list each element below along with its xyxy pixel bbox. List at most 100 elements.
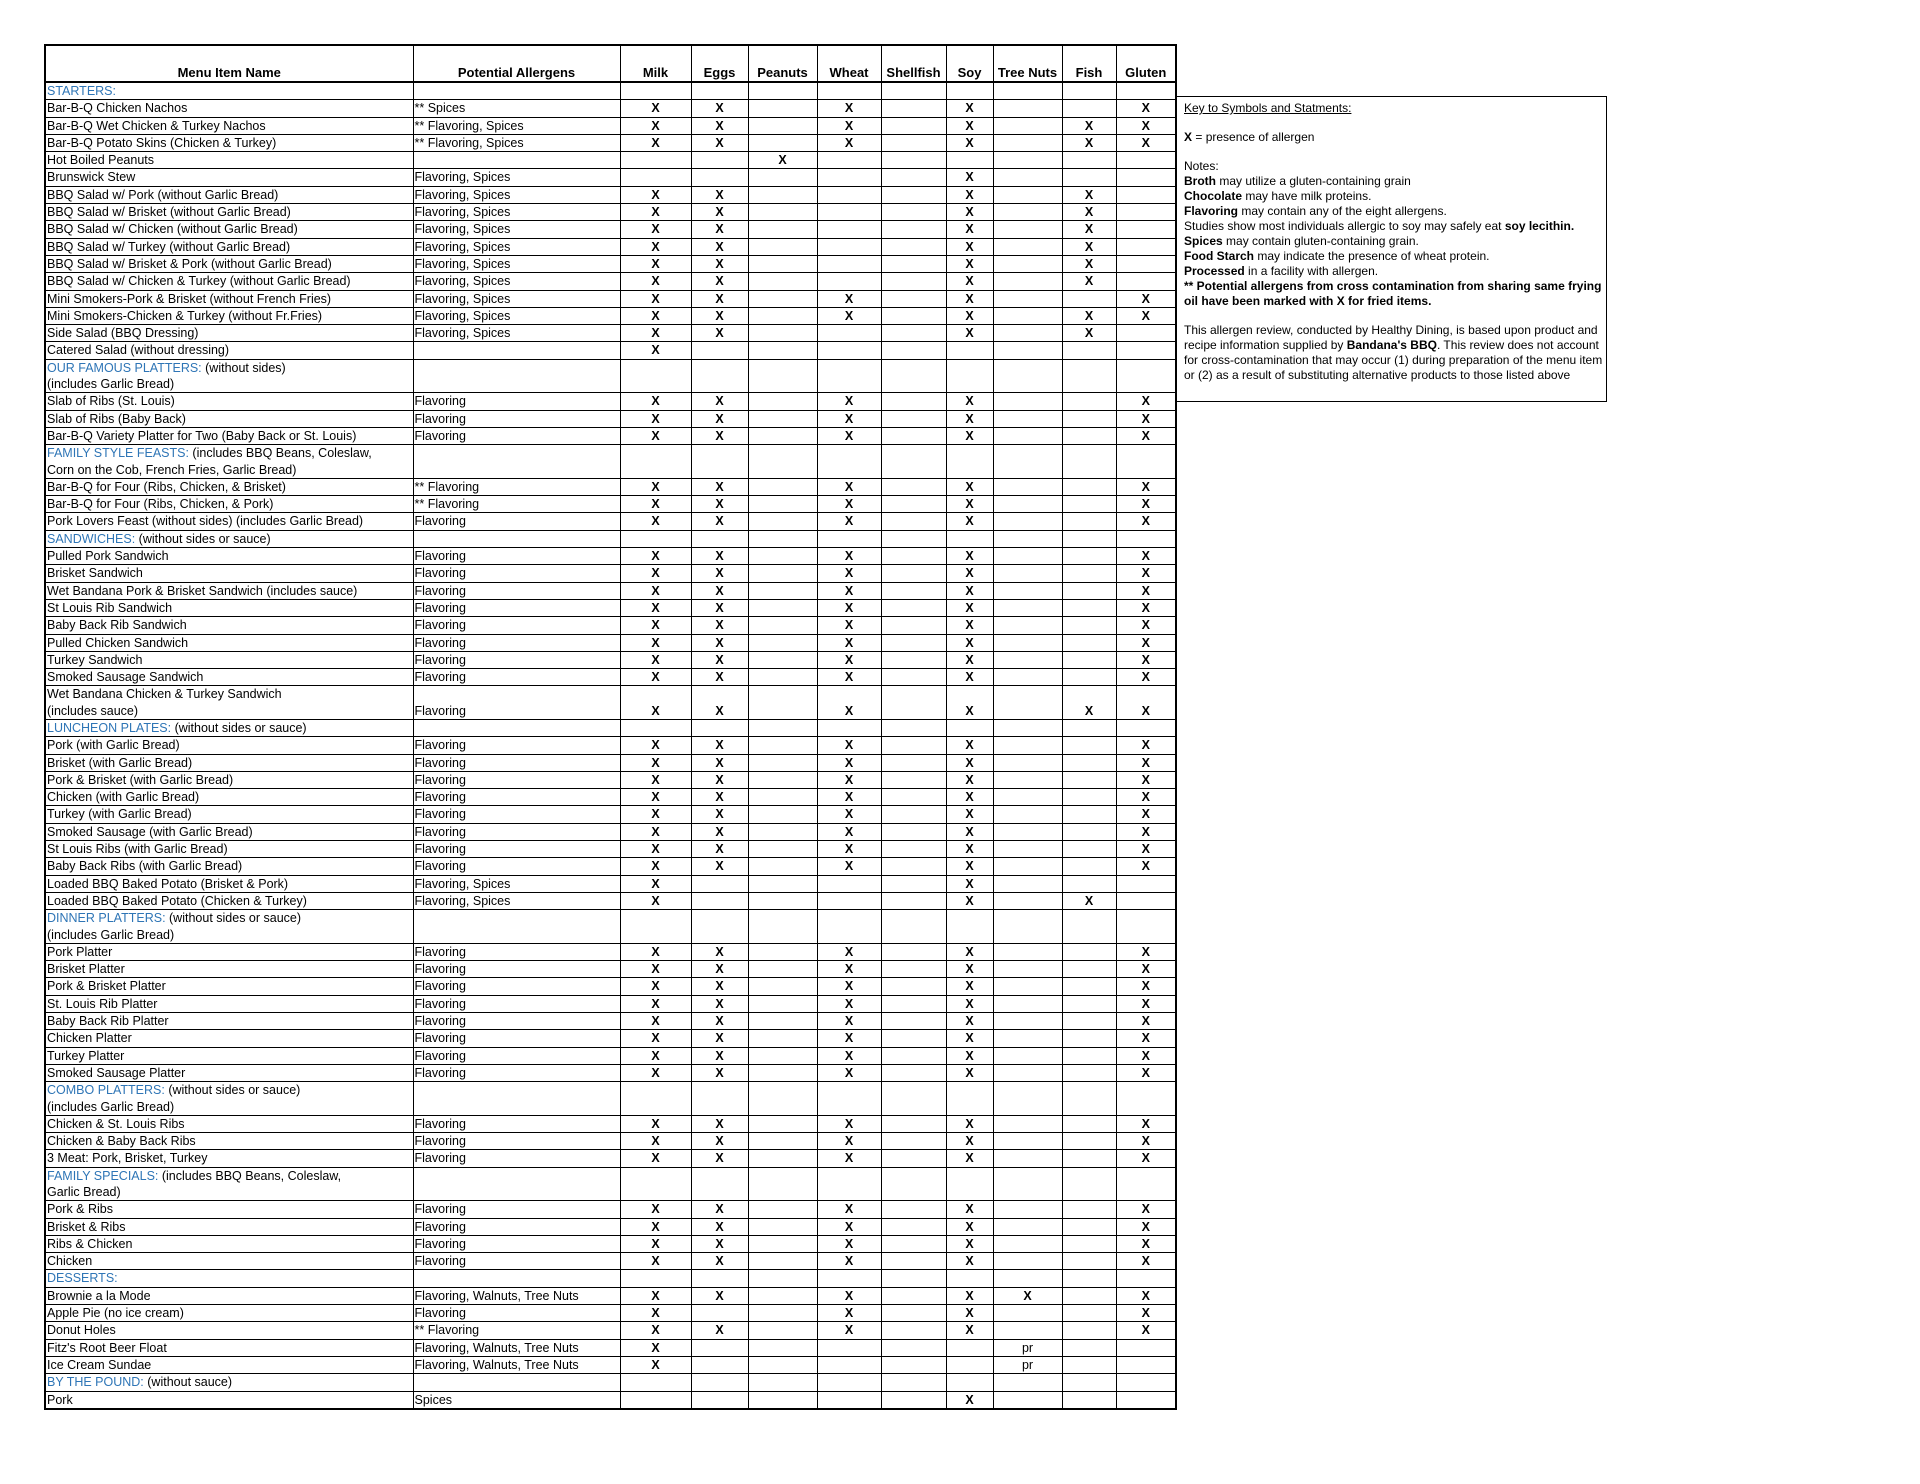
section-row: FAMILY SPECIALS: (includes BBQ Beans, Co… <box>44 1166 1176 1201</box>
menu-item-name: Brisket Sandwich <box>44 564 413 583</box>
allergen-mark-wheat: X <box>816 1304 881 1322</box>
allergen-mark-eggs: X <box>690 650 748 669</box>
allergen-mark-fish <box>1061 1149 1116 1168</box>
potential-allergens: Flavoring, Spices <box>412 168 620 187</box>
allergen-mark-wheat: X <box>816 668 881 686</box>
allergen-mark-wheat: X <box>816 598 881 617</box>
section-title: FAMILY SPECIALS: <box>47 1168 159 1183</box>
allergen-mark-tree-nuts <box>992 874 1062 893</box>
allergen-mark-fish <box>1061 788 1116 806</box>
potential-allergens: Flavoring <box>412 564 620 583</box>
allergen-mark-fish: X <box>1061 254 1116 273</box>
note-term: soy lecithin. <box>1504 219 1575 233</box>
empty-cell <box>747 81 817 100</box>
empty-cell <box>619 1269 691 1288</box>
menu-item-name: BBQ Salad w/ Turkey (without Garlic Brea… <box>44 237 413 256</box>
allergen-mark-eggs: X <box>690 220 748 239</box>
allergen-mark-peanuts <box>747 857 817 876</box>
allergen-mark-milk: X <box>619 840 691 858</box>
allergen-mark-tree-nuts: X <box>992 1286 1062 1305</box>
allergen-mark-shellfish <box>880 598 946 617</box>
allergen-mark-shellfish <box>880 1063 946 1082</box>
empty-cell <box>1061 81 1116 100</box>
allergen-mark-eggs: X <box>690 1149 748 1168</box>
empty-cell <box>690 1166 748 1201</box>
allergen-mark-peanuts <box>747 1217 817 1236</box>
allergen-mark-eggs: X <box>690 616 748 634</box>
allergen-mark-eggs: X <box>690 1234 748 1253</box>
potential-allergens: ** Flavoring <box>412 1321 620 1340</box>
allergen-mark-fish <box>1061 857 1116 876</box>
potential-allergens: Flavoring <box>412 960 620 978</box>
allergen-mark-gluten: X <box>1115 788 1176 806</box>
empty-cell <box>945 444 993 479</box>
section-row: COMBO PLATTERS: (without sides or sauce)… <box>44 1081 1176 1116</box>
allergen-mark-wheat <box>816 151 881 169</box>
section-title: DINNER PLATTERS: <box>47 911 166 926</box>
allergen-mark-tree-nuts <box>992 512 1062 531</box>
table-row: St Louis Ribs (with Garlic Bread) Flavori… <box>44 840 1176 858</box>
allergen-mark-fish <box>1061 1063 1116 1082</box>
allergen-mark-fish <box>1061 1338 1116 1357</box>
allergen-mark-tree-nuts <box>992 581 1062 600</box>
allergen-mark-soy: X <box>945 547 993 565</box>
allergen-mark-wheat: X <box>816 1029 881 1048</box>
table-row: Baby Back Ribs (with Garlic Bread) Flavor… <box>44 857 1176 876</box>
menu-item-name: Chicken & St. Louis Ribs <box>44 1114 413 1133</box>
menu-item-name: Pulled Chicken Sandwich <box>44 633 413 652</box>
allergen-mark-eggs: X <box>690 1286 748 1305</box>
allergen-mark-peanuts <box>747 874 817 893</box>
allergen-mark-milk: X <box>619 650 691 669</box>
empty-cell <box>1115 718 1176 737</box>
empty-cell <box>690 1269 748 1288</box>
menu-item-name: Pork <box>44 1390 413 1409</box>
allergen-mark-peanuts <box>747 685 817 720</box>
allergen-mark-wheat: X <box>816 1046 881 1065</box>
menu-item-name: Smoked Sausage Sandwich <box>44 668 413 686</box>
column-header: Tree Nuts <box>992 45 1062 83</box>
allergen-mark-tree-nuts <box>992 994 1062 1013</box>
allergen-mark-peanuts <box>747 477 817 496</box>
empty-cell <box>747 529 817 548</box>
table-row: Chicken & Baby Back Ribs Flavoring X X X X X <box>44 1132 1176 1150</box>
empty-cell <box>690 81 748 100</box>
allergen-mark-milk: X <box>619 133 691 152</box>
allergen-mark-shellfish <box>880 341 946 360</box>
table-row: Brownie a la Mode Flavoring, Walnuts, Tre… <box>44 1286 1176 1305</box>
allergen-mark-fish: X <box>1061 220 1116 239</box>
allergen-mark-gluten: X <box>1115 616 1176 634</box>
allergen-mark-shellfish <box>880 1321 946 1340</box>
allergen-mark-soy: X <box>945 616 993 634</box>
allergen-mark-soy: X <box>945 805 993 824</box>
column-header: Milk <box>619 45 691 83</box>
allergen-mark-tree-nuts <box>992 220 1062 239</box>
allergen-mark-milk <box>619 151 691 169</box>
column-header: Menu Item Name <box>44 45 413 83</box>
allergen-mark-eggs: X <box>690 994 748 1013</box>
section-row: STARTERS: <box>44 81 1176 100</box>
allergen-mark-tree-nuts: pr <box>992 1338 1062 1357</box>
allergen-mark-tree-nuts <box>992 324 1062 342</box>
allergen-mark-eggs: X <box>690 1321 748 1340</box>
allergen-mark-peanuts <box>747 341 817 360</box>
allergen-mark-soy: X <box>945 822 993 841</box>
allergen-mark-peanuts <box>747 1132 817 1150</box>
menu-item-name: Turkey Platter <box>44 1046 413 1065</box>
allergen-mark-soy: X <box>945 116 993 135</box>
allergen-mark-shellfish <box>880 977 946 996</box>
allergen-mark-fish <box>1061 289 1116 308</box>
allergen-mark-eggs: X <box>690 960 748 978</box>
allergen-mark-tree-nuts <box>992 564 1062 583</box>
allergen-mark-tree-nuts <box>992 1390 1062 1409</box>
empty-cell <box>816 1373 881 1392</box>
empty-cell <box>880 1269 946 1288</box>
potential-allergens: Flavoring, Walnuts, Tree Nuts <box>412 1338 620 1357</box>
allergen-mark-peanuts <box>747 616 817 634</box>
menu-item-name: BBQ Salad w/ Pork (without Garlic Bread) <box>44 185 413 204</box>
potential-allergens: Flavoring <box>412 547 620 565</box>
table-row: BBQ Salad w/ Pork (without Garlic Bread)… <box>44 185 1176 204</box>
empty-cell <box>619 718 691 737</box>
allergen-mark-peanuts <box>747 1390 817 1409</box>
section-title: STARTERS: <box>47 84 116 98</box>
allergen-mark-tree-nuts <box>992 598 1062 617</box>
